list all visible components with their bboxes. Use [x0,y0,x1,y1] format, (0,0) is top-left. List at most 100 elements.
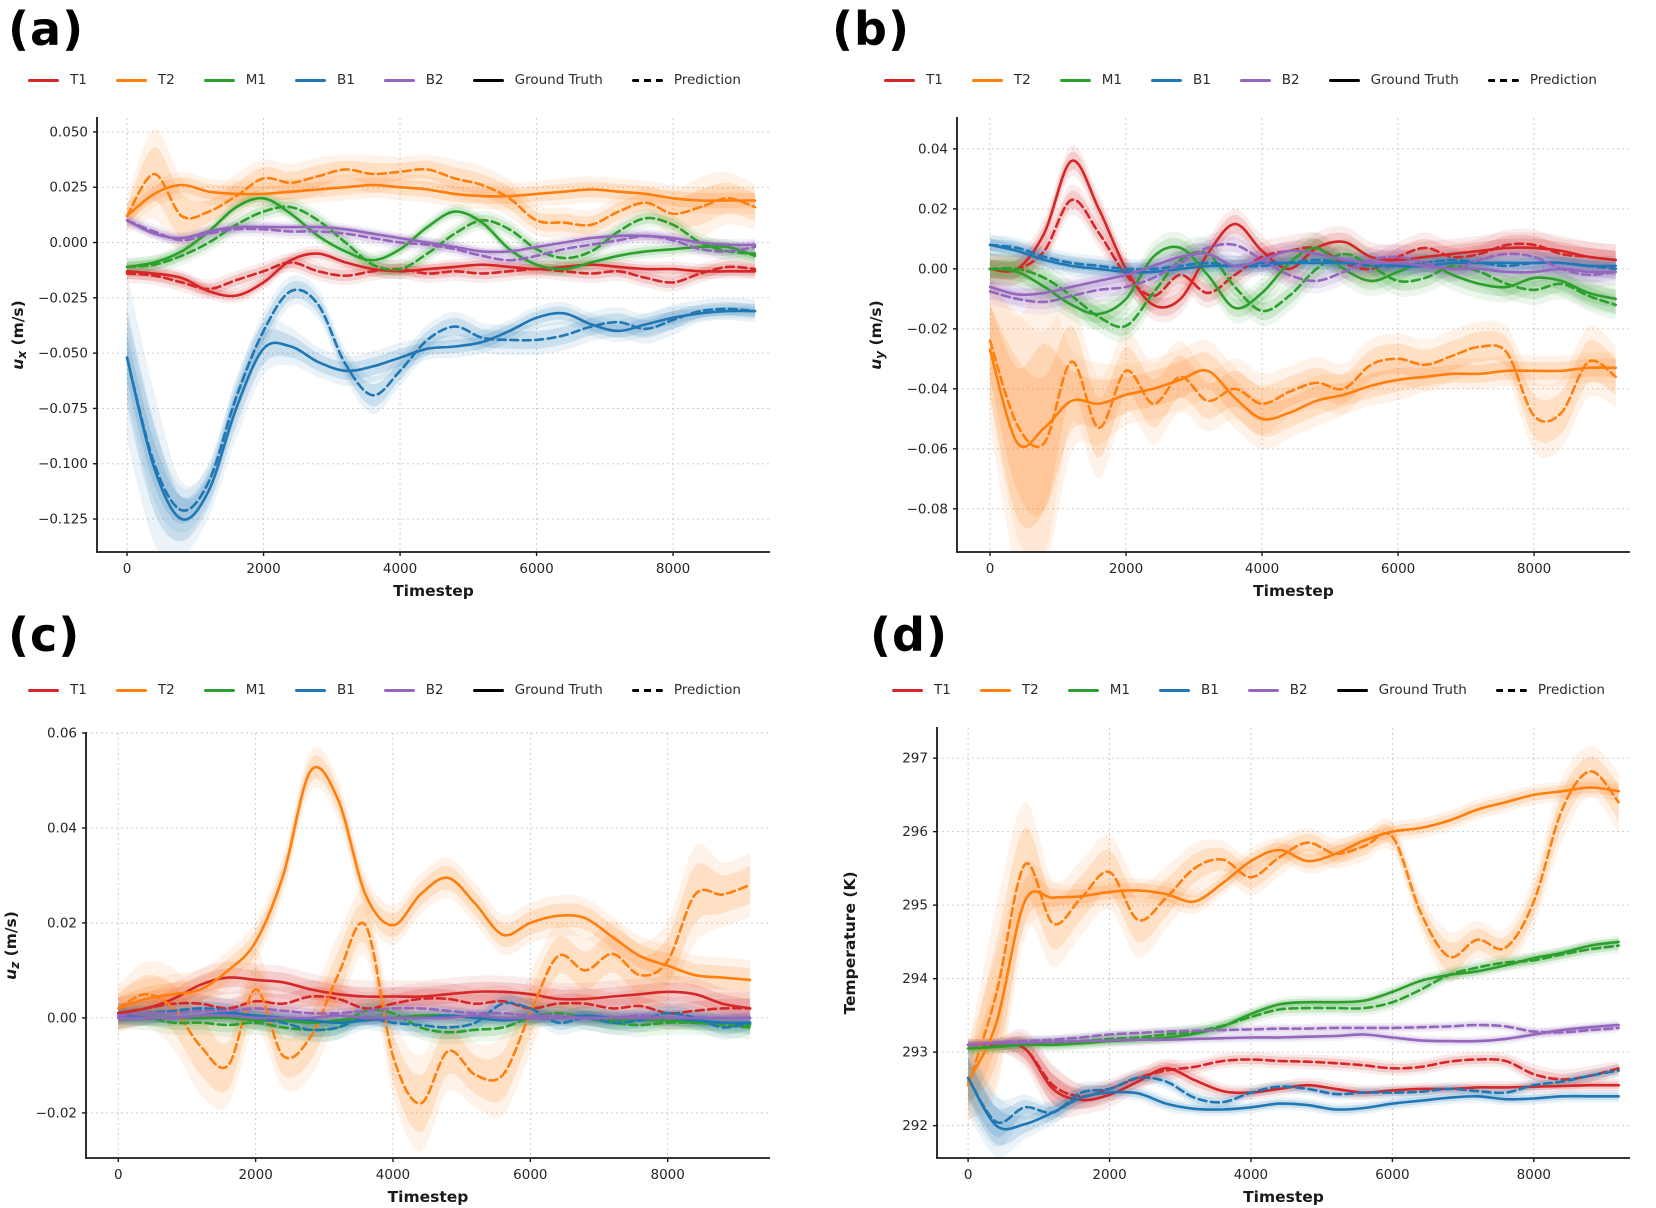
line-B2-prediction [966,1023,1620,1047]
legend-item-b2: B2 [1247,682,1308,698]
prediction-line-icon [631,78,663,82]
prediction-line-icon [1487,78,1519,82]
y-tick-label: 0.050 [49,124,88,140]
b2-line-icon [383,78,415,82]
x-tick-label: 8000 [656,561,690,577]
legend-item-ground-truth: Ground Truth [472,682,603,698]
line-M1-ground_truth [966,940,1620,1050]
x-tick-label: 2000 [1092,1167,1126,1183]
legend-item-t2: T2 [115,682,175,698]
legend-label-t1: T1 [926,72,943,88]
legend-label-t2: T2 [1021,682,1039,698]
t1-line-icon [28,78,59,82]
axes: 0 2000 4000 6000 8000 0.050 0.025 0.000 −0.025 −0… [9,117,770,600]
y-tick-label: 0.06 [47,726,77,742]
legend-item-t1: T1 [892,682,951,698]
x-tick-label: 6000 [1375,1167,1409,1183]
line-T2-prediction [125,167,757,227]
series-lines [117,765,752,1105]
chart-c: 0 2000 4000 6000 8000 0.06 0.04 0.02 0.00 −0.02 Ti… [2,726,770,1206]
legend-item-b1: B1 [294,72,355,88]
line-T1-ground_truth [125,252,757,298]
line-T2-ground_truth [988,348,1617,449]
panel-letter-b: (b) [832,2,910,56]
line-B2-prediction [988,242,1617,304]
y-tick-label: −0.06 [907,441,948,457]
line-B1-prediction [125,288,757,512]
x-tick-label: 4000 [1245,561,1279,577]
legend-label-ground-truth: Ground Truth [514,682,603,698]
line-B2-prediction [117,1006,752,1020]
prediction-line-icon [631,688,663,692]
line-T2-prediction [988,339,1617,449]
legend-label-t1: T1 [70,72,87,88]
uncertainty-bands [118,746,751,1152]
chart-a: 0 2000 4000 6000 8000 0.050 0.025 0.000 −0.025 −0… [9,117,770,600]
line-T2-ground_truth [966,786,1620,1083]
line-T1-prediction [125,261,757,291]
line-T2-ground_truth [117,765,752,1010]
panel-a: (a) T1 T2 M1 B1 B2 Ground Truth Prediction 0 20… [0,0,828,604]
band-T2-ground_truth [990,273,1616,552]
legend-item-t2: T2 [979,682,1039,698]
legend-item-b1: B1 [294,682,355,698]
band-M1-prediction [968,938,1619,1056]
legend-item-m1: M1 [1067,682,1130,698]
ground-truth-line-icon [472,688,504,692]
legend-item-ground-truth: Ground Truth [472,72,603,88]
line-T1-prediction [966,1043,1620,1098]
x-axis-label: Timestep [388,1188,469,1206]
line-T2-prediction [117,883,752,1105]
y-tick-label: 0.02 [47,915,77,931]
t1-line-icon [884,78,915,82]
band-B2-prediction [990,236,1616,310]
legend-item-ground-truth: Ground Truth [1336,682,1467,698]
legend-item-prediction: Prediction [631,72,741,88]
band-T2-prediction [127,128,755,254]
y-tick-label: 292 [902,1118,928,1134]
panel-c: (c) T1 T2 M1 B1 B2 Ground Truth Prediction 0 20… [0,604,828,1208]
legend-b: T1 T2 M1 B1 B2 Ground Truth Prediction [884,72,1626,88]
series-area [125,128,757,552]
band-M1-prediction [118,997,751,1045]
band-T1-ground_truth [968,1028,1619,1118]
y-tick-label: 0.02 [918,201,948,217]
legend-item-ground-truth: Ground Truth [1328,72,1459,88]
legend-item-t2: T2 [115,72,175,88]
band-M1-ground_truth [990,231,1616,330]
legend-item-prediction: Prediction [631,682,741,698]
line-M1-prediction [117,1008,752,1034]
y-tick-label: −0.02 [907,321,948,337]
legend-item-prediction: Prediction [1495,682,1605,698]
y-tick-label: 297 [902,751,928,767]
legend-label-b2: B2 [425,72,444,88]
panel-letter-a: (a) [8,2,85,56]
legend-label-prediction: Prediction [1529,72,1597,88]
y-axis-label: ux (m/s) [9,300,29,369]
x-tick-label: 0 [123,561,132,577]
legend-label-m1: M1 [245,682,266,698]
band-T1-ground_truth [990,145,1616,323]
legend-item-t1: T1 [28,72,87,88]
axes: 0 2000 4000 6000 8000 297 296 295 294 293 292 Times… [841,727,1630,1206]
t2-line-icon [115,688,147,692]
ground-truth-line-icon [1336,688,1368,692]
legend-label-m1: M1 [245,72,266,88]
t2-line-icon [979,688,1011,692]
line-B2-prediction [125,219,757,262]
line-T1-ground_truth [988,159,1617,309]
series-area [988,145,1617,552]
band-T1-prediction [118,986,751,1023]
legend-label-b1: B1 [336,682,355,698]
line-B1-ground_truth [988,243,1617,274]
ground-truth-line-icon [1328,78,1360,82]
legend-label-m1: M1 [1101,72,1122,88]
band-B1-ground_truth [968,1040,1619,1158]
x-tick-label: 8000 [650,1167,684,1183]
legend-item-m1: M1 [203,682,266,698]
legend-item-b2: B2 [383,72,444,88]
band-B1-ground_truth [968,1055,1619,1146]
y-tick-label: −0.025 [38,290,88,306]
y-tick-label: 294 [902,971,928,987]
